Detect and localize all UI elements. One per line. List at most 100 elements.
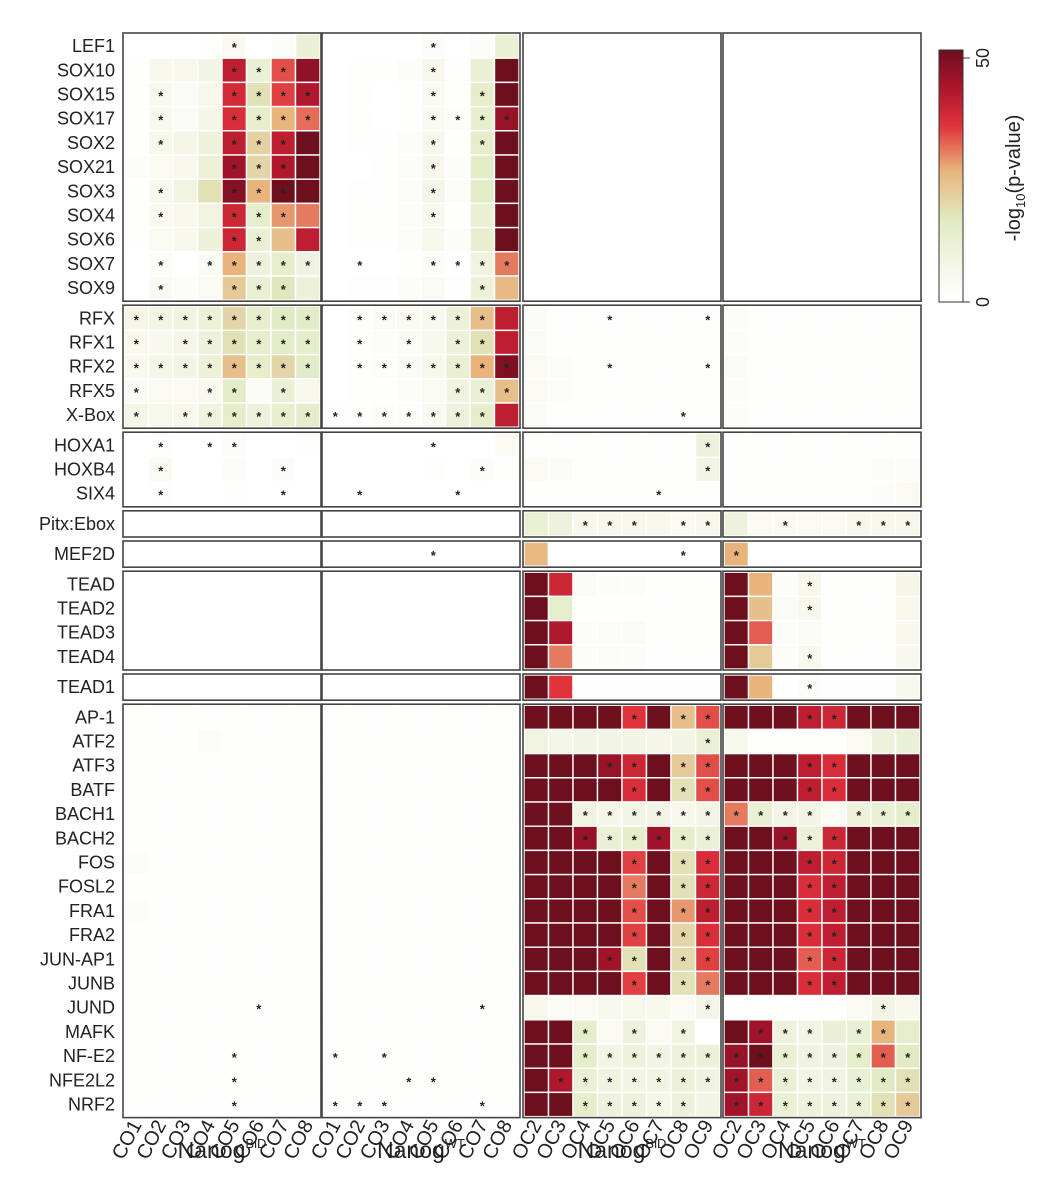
cell-p1-six4-co6 [245, 480, 272, 507]
cell-p2-pitx-ebox-co5 [420, 511, 447, 537]
significance-star-p1-hoxa1-co2: * [158, 439, 164, 454]
cell-p4-tead2-oc9 [894, 595, 921, 622]
row-label-tead1: TEAD1 [57, 677, 115, 697]
cell-p3-pitx-ebox-oc8 [670, 511, 697, 537]
significance-star-p4-nfe2l2-oc7: * [856, 1074, 862, 1089]
cell-p1-nf-e2-co3 [172, 1043, 199, 1069]
cell-p3-jun-ap1-oc7 [645, 946, 672, 973]
cell-p3-atf2-oc2 [523, 728, 550, 755]
cell-p4-fosl2-oc9 [894, 873, 921, 900]
cell-p4-sox6-oc7 [845, 226, 872, 253]
significance-star-p3-pitx-ebox-oc4: * [583, 518, 589, 533]
cell-p3-nrf2-oc3 [547, 1091, 574, 1118]
cell-p2-lef1-co2 [346, 33, 373, 59]
significance-star-p1-sox17-co7: * [281, 113, 287, 128]
cell-p4-nrf2-oc5 [796, 1091, 823, 1118]
cell-p1-tead-co5 [221, 571, 248, 598]
cell-p3-x-box-oc5 [596, 402, 623, 428]
cell-p1-rfx-co4 [196, 305, 223, 332]
significance-star-p2-rfx-co6: * [455, 312, 461, 327]
cell-p2-sox6-co7 [469, 226, 496, 253]
row-label-rfx: RFX [79, 308, 115, 328]
significance-star-p1-rfx2-co6: * [256, 361, 262, 376]
cell-p2-ap-1-co4 [395, 704, 422, 731]
cell-p3-x-box-oc9 [694, 402, 721, 428]
cell-p2-atf3-co8 [493, 752, 520, 779]
cell-p2-hoxb4-co4 [395, 456, 422, 483]
significance-star-p2-rfx1-co2: * [357, 337, 363, 352]
cell-p1-mef2d-co4 [196, 541, 223, 567]
cell-p1-fosl2-co3 [172, 873, 199, 900]
cell-p4-rfx1-oc7 [845, 329, 872, 356]
cell-p1-rfx-co7 [270, 305, 297, 332]
cell-p4-sox10-oc5 [796, 57, 823, 84]
cell-p4-fra1-oc8 [870, 898, 897, 924]
cell-p3-lef1-oc5 [596, 33, 623, 59]
cell-p4-lef1-oc6 [821, 33, 848, 59]
significance-star-p2-x-box-co3: * [382, 409, 388, 424]
cell-p3-tead4-oc3 [547, 644, 574, 670]
cell-p3-rfx2-oc5 [596, 353, 623, 380]
frame-p1-group-6 [122, 570, 322, 671]
cell-p2-sox10-co4 [395, 57, 422, 84]
cell-p2-six4-co4 [395, 480, 422, 507]
cell-p2-fosl2-co5 [420, 873, 447, 900]
cell-p3-tead4-oc2 [523, 644, 550, 670]
cell-p1-atf2-co8 [294, 728, 321, 755]
cell-p3-hoxa1-oc2 [523, 432, 550, 459]
cell-p4-sox3-oc7 [845, 178, 872, 205]
cell-p1-jund-co7 [270, 994, 297, 1021]
cell-p4-sox21-oc8 [870, 154, 897, 180]
cell-p3-bach2-oc3 [547, 825, 574, 852]
cell-p4-rfx2-oc2 [723, 353, 750, 380]
significance-star-p1-rfx5-co5: * [232, 385, 238, 400]
significance-star-p3-nfe2l2-oc4: * [583, 1074, 589, 1089]
significance-star-p2-x-box-co4: * [406, 409, 412, 424]
frame-p4-group-7 [722, 673, 922, 702]
cell-p4-fosl2-oc6 [821, 873, 848, 900]
cell-p2-nrf2-co7 [469, 1091, 496, 1118]
row-label-tead: TEAD [67, 574, 115, 594]
cell-p4-tead4-oc6 [821, 644, 848, 670]
significance-star-p1-x-box-co6: * [256, 409, 262, 424]
cell-p1-fra1-co4 [196, 898, 223, 924]
cell-p4-mef2d-oc9 [894, 541, 921, 567]
cell-p4-tead3-oc7 [845, 619, 872, 646]
significance-star-p4-nf-e2-oc2: * [734, 1050, 740, 1065]
cell-p3-sox15-oc2 [523, 81, 550, 108]
cell-p4-hoxb4-oc5 [796, 456, 823, 483]
cell-p2-fosl2-co3 [371, 873, 398, 900]
significance-star-p1-rfx1-co8: * [305, 337, 311, 352]
frame-p4-group-1 [722, 32, 922, 303]
cell-p2-six4-co8 [493, 480, 520, 507]
cell-p2-rfx5-co4 [395, 378, 422, 404]
cell-p4-sox15-oc7 [845, 81, 872, 108]
cell-p4-fos-oc9 [894, 849, 921, 876]
cell-p4-sox9-oc7 [845, 275, 872, 301]
cell-p1-atf3-co7 [270, 752, 297, 779]
cell-p1-fra1-co6 [245, 898, 272, 924]
cell-p4-mafk-oc8 [870, 1019, 897, 1045]
cell-p2-sox21-co1 [322, 154, 349, 180]
cell-p2-tead2-co3 [371, 595, 398, 622]
cell-p3-sox6-oc3 [547, 226, 574, 253]
cell-p3-sox7-oc7 [645, 251, 672, 277]
significance-star-p1-rfx5-co4: * [207, 385, 213, 400]
significance-star-p1-sox4-co7: * [281, 210, 287, 225]
row-label-fos: FOS [78, 853, 115, 873]
significance-star-p4-batf-oc6: * [832, 784, 838, 799]
cell-p3-fra2-oc3 [547, 922, 574, 948]
cell-p4-junb-oc4 [772, 970, 799, 997]
cell-p1-x-box-co1 [123, 402, 150, 428]
cell-p4-hoxa1-oc5 [796, 432, 823, 459]
cell-p3-sox21-oc7 [645, 154, 672, 180]
cell-p3-sox9-oc9 [694, 275, 721, 301]
cell-p1-nrf2-co3 [172, 1091, 199, 1118]
significance-star-p1-sox2-co5: * [232, 137, 238, 152]
cell-p3-sox4-oc5 [596, 202, 623, 229]
cell-p2-atf3-co4 [395, 752, 422, 779]
cell-p2-rfx1-co6 [444, 329, 471, 356]
significance-star-p2-sox7-co2: * [357, 258, 363, 273]
cell-p2-tead-co3 [371, 571, 398, 598]
cell-p2-tead2-co8 [493, 595, 520, 622]
